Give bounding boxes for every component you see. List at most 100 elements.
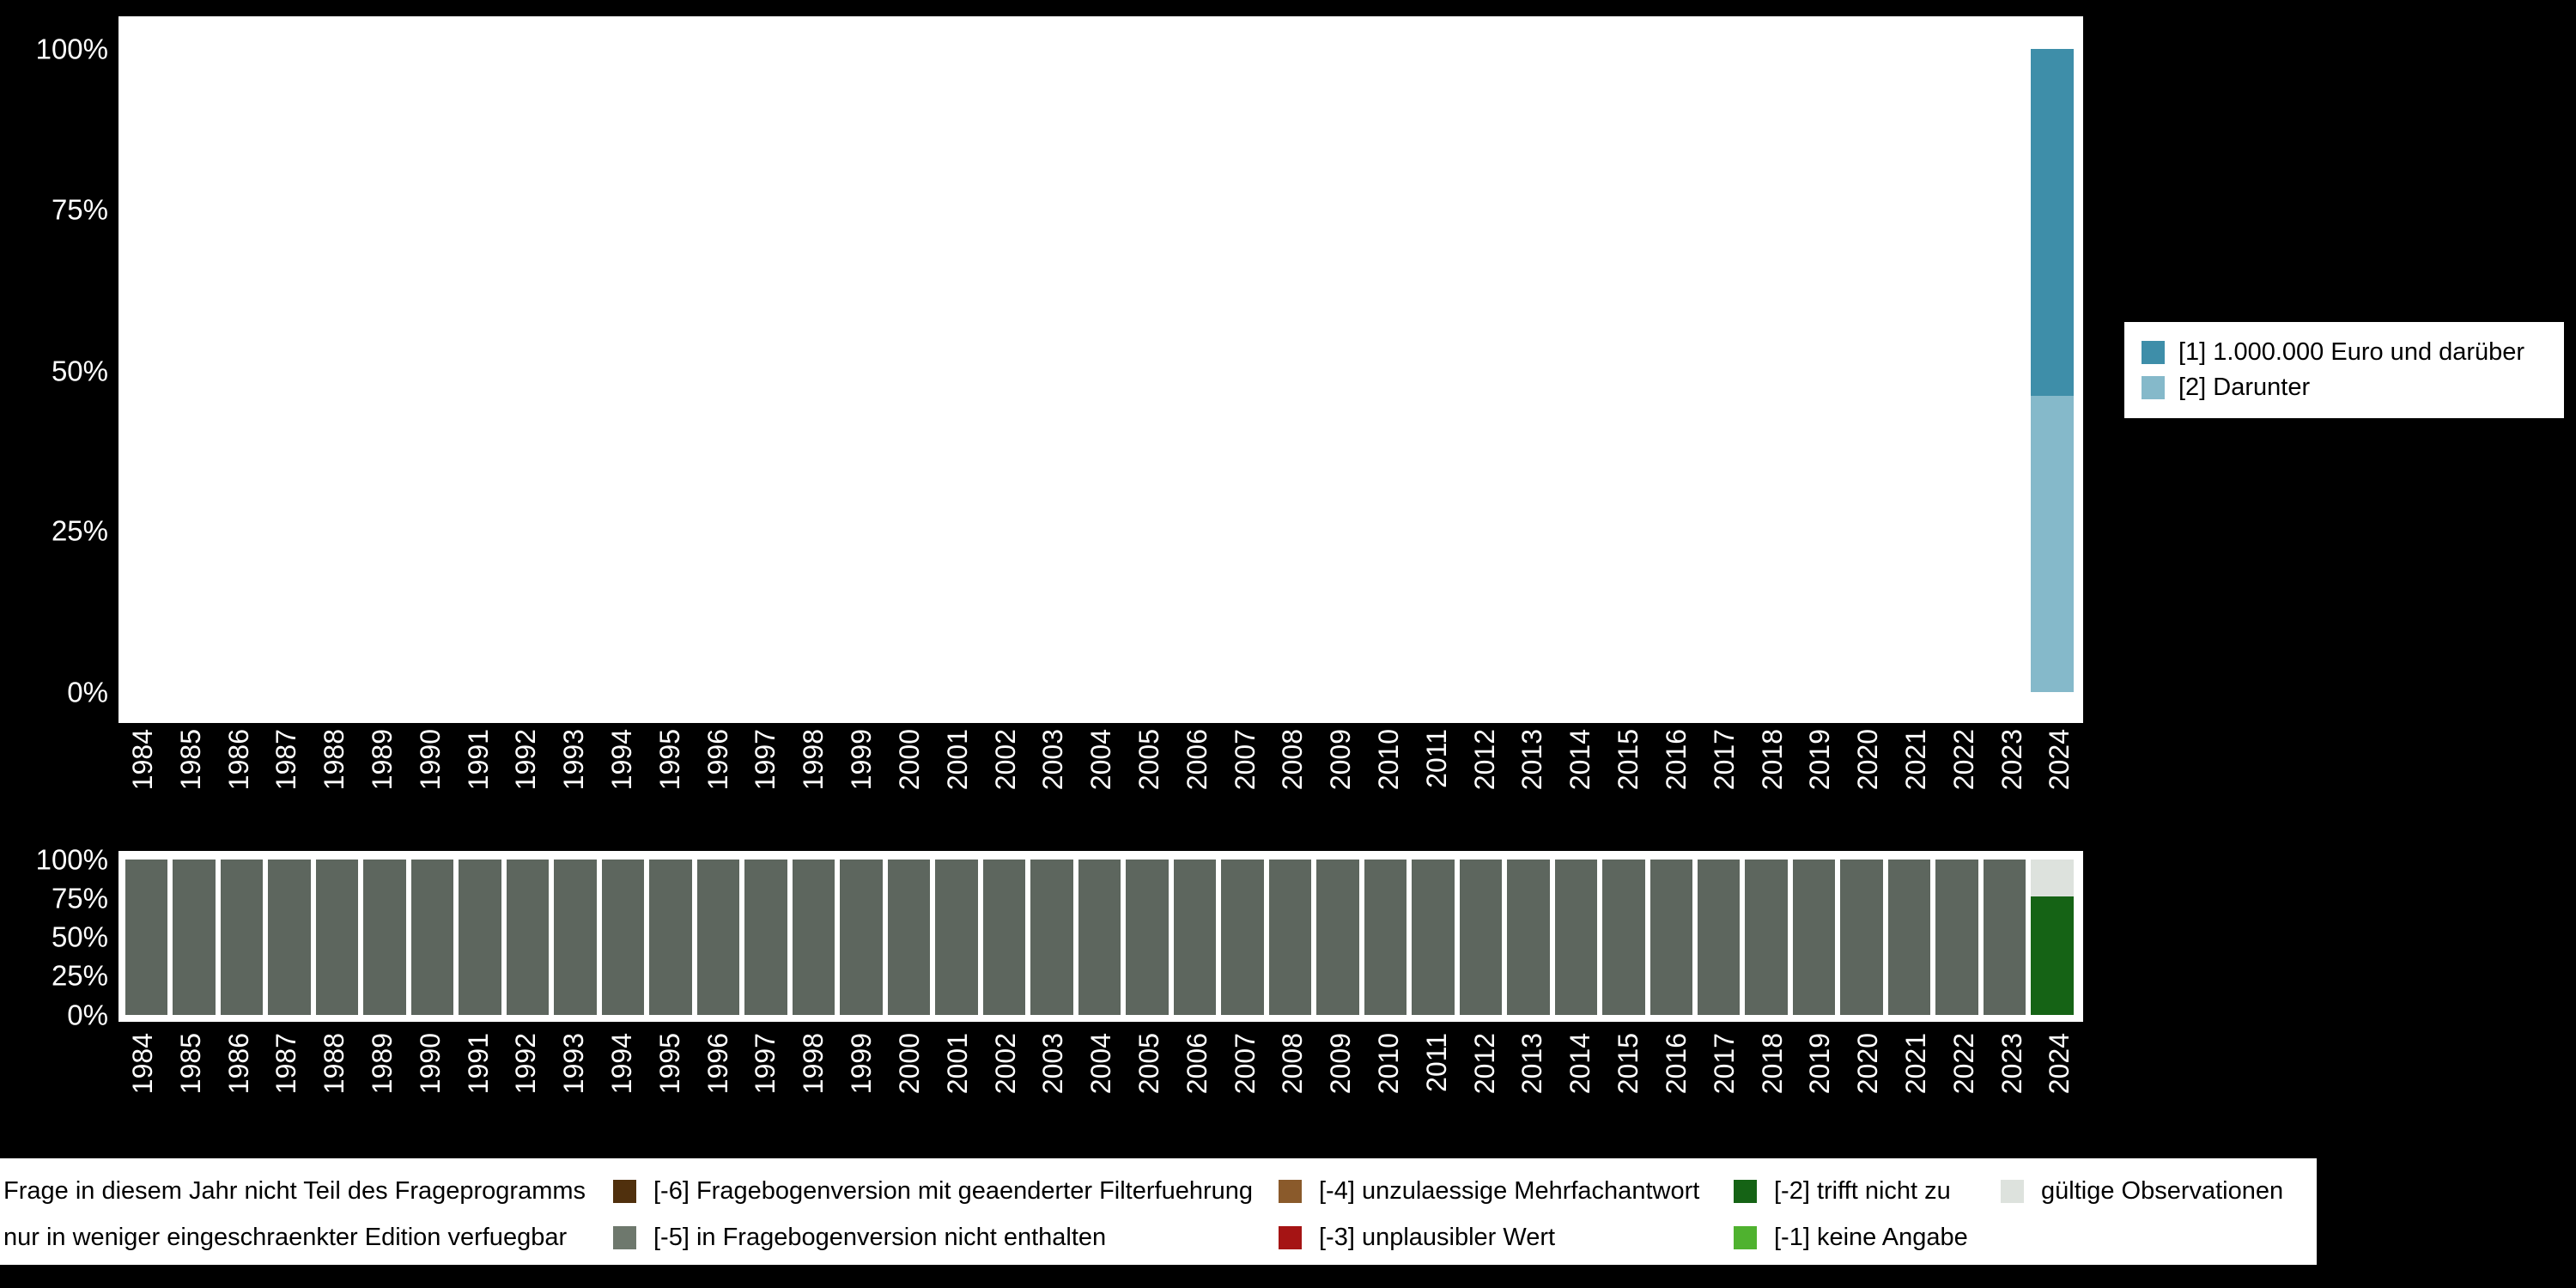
x-axis-label-cell: 1998 — [789, 729, 837, 830]
year-label: 2000 — [893, 1033, 925, 1095]
x-axis-label-cell: 2002 — [981, 729, 1030, 830]
x-axis-label-cell: 2017 — [1700, 729, 1748, 830]
bar-2002 — [983, 49, 1025, 692]
x-axis-label-cell: 1996 — [694, 729, 742, 830]
x-axis-label-cell: 2018 — [1748, 1033, 1796, 1134]
year-label: 1994 — [606, 729, 638, 791]
year-label: 1988 — [319, 1033, 350, 1095]
x-axis-label-cell: 1993 — [550, 1033, 598, 1134]
bar-2021 — [1887, 860, 1931, 1015]
x-axis-label-cell: 1989 — [358, 729, 406, 830]
bar-segment — [459, 860, 501, 1015]
bar-segment — [315, 860, 359, 1015]
bar-segment — [935, 860, 978, 1015]
year-label: 2004 — [1085, 729, 1117, 791]
bar-2005 — [1126, 860, 1169, 1015]
bar-1999 — [840, 860, 883, 1015]
year-label: 2017 — [1708, 729, 1740, 791]
bar-2018 — [1745, 860, 1788, 1015]
bar-segment — [649, 860, 692, 1015]
bar-2024 — [2031, 860, 2074, 1015]
bar-2020 — [1840, 860, 1883, 1015]
x-axis-label-cell: 2000 — [885, 729, 933, 830]
year-label: 2016 — [1660, 729, 1692, 791]
year-label: 2009 — [1325, 1033, 1357, 1095]
year-label: 1998 — [798, 729, 829, 791]
year-label: 1992 — [510, 1033, 542, 1095]
x-axis-label-cell: 2015 — [1604, 729, 1652, 830]
year-label: 1986 — [222, 1033, 254, 1095]
x-axis-label-cell: 2005 — [1125, 1033, 1173, 1134]
bar-2000 — [888, 49, 930, 692]
legend-swatch — [1279, 1225, 1302, 1249]
bar-segment — [1602, 860, 1645, 1015]
year-label: 1997 — [750, 1033, 781, 1095]
upper-bar-area — [123, 49, 2076, 692]
x-axis-label-cell: 1994 — [598, 1033, 646, 1134]
bar-1989 — [363, 860, 406, 1015]
year-label: 2011 — [1420, 1033, 1452, 1092]
bar-segment — [982, 860, 1026, 1015]
year-label: 1990 — [414, 1033, 446, 1095]
bar-2012 — [1459, 860, 1503, 1015]
bar-1996 — [697, 49, 739, 692]
y-axis-tick-label: 100% — [35, 33, 108, 65]
y-axis-tick-label: 0% — [67, 676, 108, 708]
legend-label: [-6] Fragebogenversion mit geaenderter F… — [653, 1176, 1253, 1205]
year-label: 2021 — [1899, 729, 1931, 791]
year-label: 2005 — [1133, 729, 1164, 791]
bar-2003 — [1030, 49, 1072, 692]
x-axis-label-cell: 2020 — [1844, 729, 1892, 830]
x-axis-label-cell: 2023 — [1988, 729, 2036, 830]
bar-segment — [1840, 860, 1883, 1015]
bar-1997 — [744, 860, 787, 1015]
year-label: 2010 — [1373, 1033, 1405, 1095]
bar-2011 — [1412, 49, 1454, 692]
year-label: 2005 — [1133, 1033, 1164, 1095]
year-label: 1994 — [606, 1033, 638, 1095]
missing-legend-entry: [-2] trifft nicht zu — [1734, 1174, 1951, 1208]
bar-1998 — [793, 49, 835, 692]
bar-segment — [792, 860, 835, 1015]
bar-2001 — [935, 860, 978, 1015]
bar-segment — [2031, 860, 2074, 897]
year-label: 2010 — [1373, 729, 1405, 791]
x-axis-label-cell: 1995 — [646, 1033, 694, 1134]
year-label: 2022 — [1947, 729, 1979, 791]
bar-2015 — [1602, 49, 1644, 692]
year-label: 2017 — [1708, 1033, 1740, 1095]
x-axis-label-cell: 2008 — [1269, 1033, 1317, 1134]
year-label: 2009 — [1325, 729, 1357, 791]
bar-1993 — [554, 49, 596, 692]
x-axis-label-cell: 2017 — [1700, 1033, 1748, 1134]
year-label: 2007 — [1229, 729, 1261, 791]
x-axis-label-cell: 2018 — [1748, 729, 1796, 830]
year-label: 1987 — [270, 729, 302, 791]
bar-segment — [1126, 860, 1169, 1015]
upper-chart-panel — [118, 16, 2083, 723]
x-axis-label-cell: 1991 — [454, 1033, 502, 1134]
x-axis-label-cell: 1990 — [406, 729, 454, 830]
x-axis-label-cell: 2019 — [1795, 1033, 1844, 1134]
bar-1987 — [268, 860, 311, 1015]
bar-segment — [2031, 896, 2074, 1015]
x-axis-label-cell: 2012 — [1461, 1033, 1509, 1134]
x-axis-label-cell: 2013 — [1509, 1033, 1557, 1134]
year-label: 1985 — [174, 729, 206, 791]
bar-1996 — [696, 860, 740, 1015]
bar-segment — [744, 860, 787, 1015]
bar-2008 — [1269, 49, 1311, 692]
x-axis-label-cell: 1987 — [262, 1033, 310, 1134]
bar-2007 — [1221, 49, 1263, 692]
bar-2012 — [1460, 49, 1502, 692]
year-label: 2019 — [1804, 729, 1836, 791]
year-label: 2006 — [1181, 729, 1212, 791]
bar-1992 — [506, 860, 550, 1015]
bar-2024 — [2031, 49, 2074, 692]
bar-2016 — [1649, 860, 1692, 1015]
year-label: 2011 — [1420, 729, 1452, 788]
bar-2004 — [1078, 860, 1121, 1015]
bar-segment — [1649, 860, 1692, 1015]
bar-2001 — [935, 49, 977, 692]
x-axis-label-cell: 2016 — [1652, 1033, 1700, 1134]
